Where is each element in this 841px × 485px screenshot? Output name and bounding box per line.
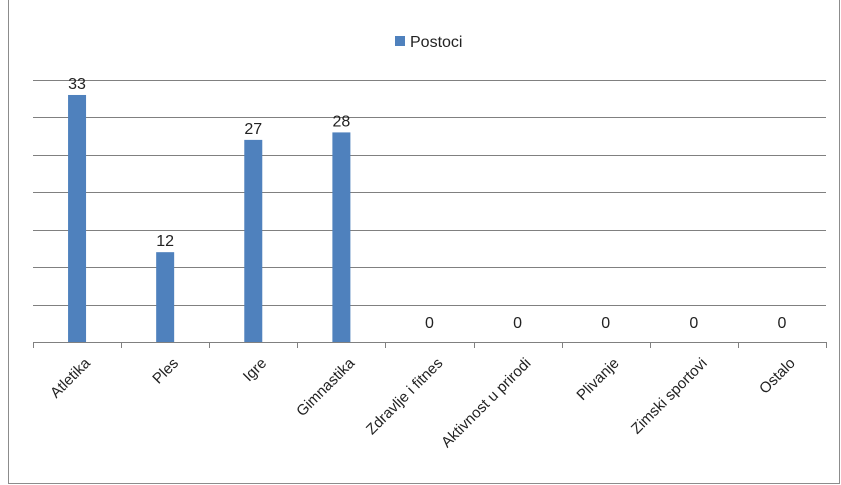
data-labels: 33 12 27 28 0 0 0 0 0 [68,76,786,332]
x-tick-label: Atletika [47,354,94,401]
data-label: 28 [332,113,350,130]
bar [332,132,351,342]
data-label: 0 [513,315,522,332]
legend: Postoci [395,34,462,51]
gridlines [33,80,826,306]
bar [244,139,263,342]
x-tick-label: Aktivnost u prirodi [438,355,534,451]
bar [68,94,87,342]
data-label: 0 [425,315,434,332]
x-tick-label: Igre [240,355,270,385]
x-tick-label: Ostalo [756,355,799,398]
bar [156,252,175,342]
data-label: 0 [689,315,698,332]
x-tick-label: Zimski sportovi [628,355,711,438]
bars [68,94,351,342]
data-label: 0 [777,315,786,332]
data-label: 0 [601,315,610,332]
data-label: 33 [68,76,86,93]
x-tick-labels: Atletika Ples Igre Gimnastika Zdravlje i fit… [47,354,799,451]
data-label: 12 [156,233,174,250]
x-tick-label: Zdravlje i fitnes [363,355,446,438]
legend-label: Postoci [410,34,462,51]
x-axis [33,342,827,348]
data-label: 27 [244,121,262,138]
legend-swatch [395,36,405,46]
x-tick-label: Plivanje [573,355,622,404]
x-tick-label: Ples [149,355,182,388]
x-tick-label: Gimnastika [293,354,359,420]
